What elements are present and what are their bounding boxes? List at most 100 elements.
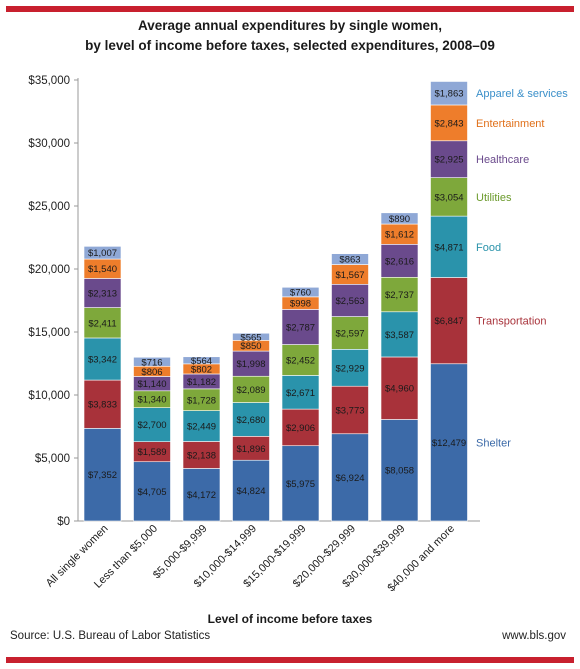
- y-tick-label: $15,000: [28, 327, 70, 339]
- data-label: $2,737: [385, 290, 414, 301]
- top-rule: [6, 6, 574, 12]
- source-note: Source: U.S. Bureau of Labor Statistics: [10, 630, 211, 642]
- data-label: $2,597: [335, 328, 364, 339]
- data-label: $1,998: [236, 359, 265, 370]
- legend-label: Utilities: [476, 192, 512, 204]
- data-label: $2,843: [434, 118, 463, 129]
- bar-segment: [430, 81, 468, 106]
- legend-label: Transportation: [476, 316, 547, 328]
- bar-segment: [182, 441, 221, 469]
- data-label: $1,182: [187, 377, 216, 388]
- data-label: $3,054: [434, 192, 463, 203]
- y-tick-label: $25,000: [28, 201, 70, 213]
- bar-segment: [133, 356, 171, 367]
- data-label: $2,563: [335, 296, 364, 307]
- data-label: $2,138: [187, 450, 216, 461]
- data-label: $1,340: [137, 395, 166, 406]
- data-label: $1,589: [137, 447, 166, 458]
- y-tick-label: $30,000: [28, 138, 70, 150]
- data-label: $2,700: [137, 420, 166, 431]
- data-label: $2,313: [88, 289, 117, 300]
- data-label: $890: [389, 214, 410, 225]
- data-label: $2,089: [236, 385, 265, 396]
- bar-segment: [182, 410, 221, 442]
- legend-label: Entertainment: [476, 118, 544, 130]
- bar-segment: [281, 445, 320, 522]
- data-label: $716: [141, 357, 162, 368]
- data-label: $802: [191, 364, 212, 375]
- data-label: $2,929: [335, 363, 364, 374]
- bar-segment: [331, 253, 369, 265]
- data-label: $6,847: [434, 316, 463, 327]
- bar-segment: [331, 433, 369, 522]
- data-label: $1,863: [434, 89, 463, 100]
- bar-segment: [281, 286, 320, 298]
- data-label: $2,411: [88, 318, 116, 329]
- data-label: $2,925: [434, 155, 463, 166]
- data-label: $850: [240, 341, 261, 352]
- data-label: $4,960: [385, 384, 414, 395]
- data-label: $1,140: [137, 379, 166, 390]
- data-label: $2,452: [286, 355, 315, 366]
- chart-subtitle: by level of income before taxes, selecte…: [85, 38, 495, 53]
- bar-segment: [380, 311, 419, 358]
- bar-segment: [380, 356, 419, 420]
- bar-segment: [281, 375, 320, 410]
- data-label: $1,540: [88, 264, 117, 275]
- data-label: $2,616: [385, 256, 414, 267]
- chart-title: Average annual expenditures by single wo…: [137, 18, 443, 33]
- bar-segment: [133, 461, 171, 522]
- bar-segment: [83, 246, 122, 260]
- data-label: $1,567: [335, 270, 364, 281]
- data-label: $760: [290, 288, 311, 299]
- bar-segment: [380, 244, 419, 278]
- data-label: $3,587: [385, 330, 414, 341]
- data-label: $564: [191, 356, 212, 367]
- bar-segment: [232, 459, 270, 522]
- bar-segment: [430, 277, 468, 365]
- bar-segment: [232, 402, 270, 437]
- data-label: $2,906: [286, 423, 315, 434]
- data-label: $5,975: [286, 479, 315, 490]
- bar-segment: [182, 468, 221, 522]
- legend-label: Healthcare: [476, 154, 529, 166]
- bar-segment: [232, 332, 270, 341]
- y-tick-label: $0: [57, 516, 70, 528]
- data-label: $2,671: [286, 388, 315, 399]
- bar-segment: [430, 140, 468, 178]
- data-label: $3,833: [88, 400, 117, 411]
- data-label: $2,680: [236, 415, 265, 426]
- bottom-rule: [6, 657, 574, 663]
- data-label: $4,824: [236, 486, 265, 497]
- bar-segment: [430, 215, 468, 278]
- y-tick-label: $5,000: [35, 453, 70, 465]
- data-label: $806: [141, 367, 162, 378]
- bar-segment: [83, 278, 122, 308]
- data-label: $2,787: [286, 322, 315, 333]
- bar-segment: [430, 104, 468, 142]
- website-link[interactable]: www.bls.gov: [502, 630, 566, 642]
- y-tick-label: $35,000: [28, 75, 70, 87]
- data-label: $1,612: [385, 230, 414, 241]
- bar-segment: [380, 276, 419, 313]
- bar-segment: [430, 363, 468, 522]
- bar-segment: [331, 349, 369, 387]
- bar-segment: [331, 316, 369, 350]
- data-label: $12,479: [432, 438, 466, 449]
- data-label: $4,172: [187, 490, 216, 501]
- data-label: $6,924: [335, 473, 364, 484]
- x-axis-title: Level of income before taxes: [207, 612, 373, 626]
- data-label: $3,342: [88, 355, 117, 366]
- legend-label: Shelter: [476, 437, 511, 449]
- data-label: $1,728: [187, 395, 216, 406]
- bar-segment: [331, 283, 369, 317]
- data-label: $863: [339, 255, 360, 266]
- bar-segment: [380, 419, 419, 522]
- data-label: $7,352: [88, 470, 117, 481]
- y-tick-label: $10,000: [28, 390, 70, 402]
- data-label: $565: [240, 332, 261, 343]
- y-tick-label: $20,000: [28, 264, 70, 276]
- bar-segment: [232, 350, 270, 377]
- data-label: $3,773: [335, 405, 364, 416]
